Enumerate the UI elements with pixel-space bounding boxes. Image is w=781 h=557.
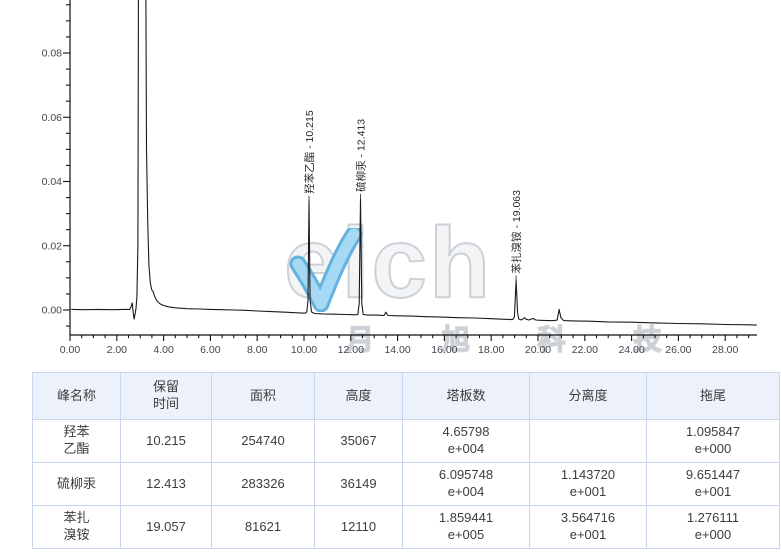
x-tick-label: 14.00 <box>384 344 410 356</box>
cell-r1-c2: 283326 <box>211 462 315 506</box>
peak-label: 硫柳汞 - 12.413 <box>354 119 367 192</box>
x-tick-label: 10.00 <box>291 344 317 356</box>
x-tick-label: 18.00 <box>478 344 504 356</box>
y-tick-label: 0.00 <box>42 305 63 317</box>
cell-r1-c4: 6.095748 e+004 <box>402 462 530 506</box>
cell-r2-c2: 81621 <box>211 505 315 549</box>
cell-r0-c3: 35067 <box>314 419 403 463</box>
x-tick-label: 8.00 <box>247 344 268 356</box>
y-tick-label: 0.06 <box>42 112 63 124</box>
cell-r2-c4: 1.859441 e+005 <box>402 505 530 549</box>
chromatogram-trace <box>71 0 757 326</box>
peak-label: 羟苯乙酯 - 10.215 <box>303 110 316 194</box>
peak-label: 苯扎溴铵 - 19.063 <box>510 190 523 274</box>
x-tick-label: 4.00 <box>153 344 174 356</box>
table-row-0[interactable]: 羟苯 乙酯 10.215 254740 35067 4.65798 e+004 1.095… <box>32 419 780 463</box>
x-tick-label: 2.00 <box>107 344 128 356</box>
cell-r2-c5: 3.564716 e+001 <box>529 505 647 549</box>
column-header-3: 高度 <box>314 372 403 420</box>
x-tick-label: 22.00 <box>572 344 598 356</box>
x-tick-label: 26.00 <box>665 344 691 356</box>
column-header-4: 塔板数 <box>402 372 530 420</box>
cell-r1-c3: 36149 <box>314 462 403 506</box>
y-tick-label: 0.04 <box>42 176 63 188</box>
cell-r2-c6: 1.276111 e+000 <box>646 505 780 549</box>
column-header-0: 峰名称 <box>32 372 121 420</box>
cell-r0-c0: 羟苯 乙酯 <box>32 419 121 463</box>
x-tick-label: 28.00 <box>712 344 738 356</box>
x-tick-label: 0.00 <box>60 344 81 356</box>
cell-r1-c6: 9.651447 e+001 <box>646 462 780 506</box>
table-header: 峰名称 保留 时间 面积 高度 塔板数 分离度 拖尾 <box>32 372 780 420</box>
column-header-1: 保留 时间 <box>120 372 212 420</box>
cell-r0-c5 <box>529 419 647 463</box>
column-header-2: 面积 <box>211 372 315 420</box>
cell-r1-c0: 硫柳汞 <box>32 462 121 506</box>
x-tick-label: 16.00 <box>431 344 457 356</box>
chromatogram-svg: 0.00 0.02 0.04 0.06 0.08 0.00 2.00 4.00 6.00 8.00… <box>42 0 757 356</box>
table-row-2[interactable]: 苯扎 溴铵 19.057 81621 12110 1.859441 e+005 3.564… <box>32 505 780 549</box>
table-row-1[interactable]: 硫柳汞 12.413 283326 36149 6.095748 e+004 1.1437… <box>32 462 780 506</box>
column-header-6: 拖尾 <box>646 372 780 420</box>
cell-r0-c6: 1.095847 e+000 <box>646 419 780 463</box>
x-tick-label: 24.00 <box>618 344 644 356</box>
y-tick-label: 0.08 <box>42 48 63 60</box>
cell-r0-c2: 254740 <box>211 419 315 463</box>
column-header-5: 分离度 <box>529 372 647 420</box>
cell-r2-c0: 苯扎 溴铵 <box>32 505 121 549</box>
cell-r1-c5: 1.143720 e+001 <box>529 462 647 506</box>
peak-results-table: 峰名称 保留 时间 面积 高度 塔板数 分离度 拖尾 羟苯 乙酯 10.215 254740 35… <box>32 372 780 549</box>
x-tick-label: 6.00 <box>200 344 221 356</box>
cell-r2-c1: 19.057 <box>120 505 212 549</box>
cell-r0-c4: 4.65798 e+004 <box>402 419 530 463</box>
x-tick-label: 12.00 <box>338 344 364 356</box>
cell-r1-c1: 12.413 <box>120 462 212 506</box>
chromatogram-panel: elch 月 旭 科 技 0.00 0.02 0.04 0.06 0.08 0.00 2.0… <box>41 0 757 356</box>
y-tick-label: 0.02 <box>42 240 63 252</box>
cell-r0-c1: 10.215 <box>120 419 212 463</box>
x-tick-label: 20.00 <box>525 344 551 356</box>
cell-r2-c3: 12110 <box>314 505 403 549</box>
